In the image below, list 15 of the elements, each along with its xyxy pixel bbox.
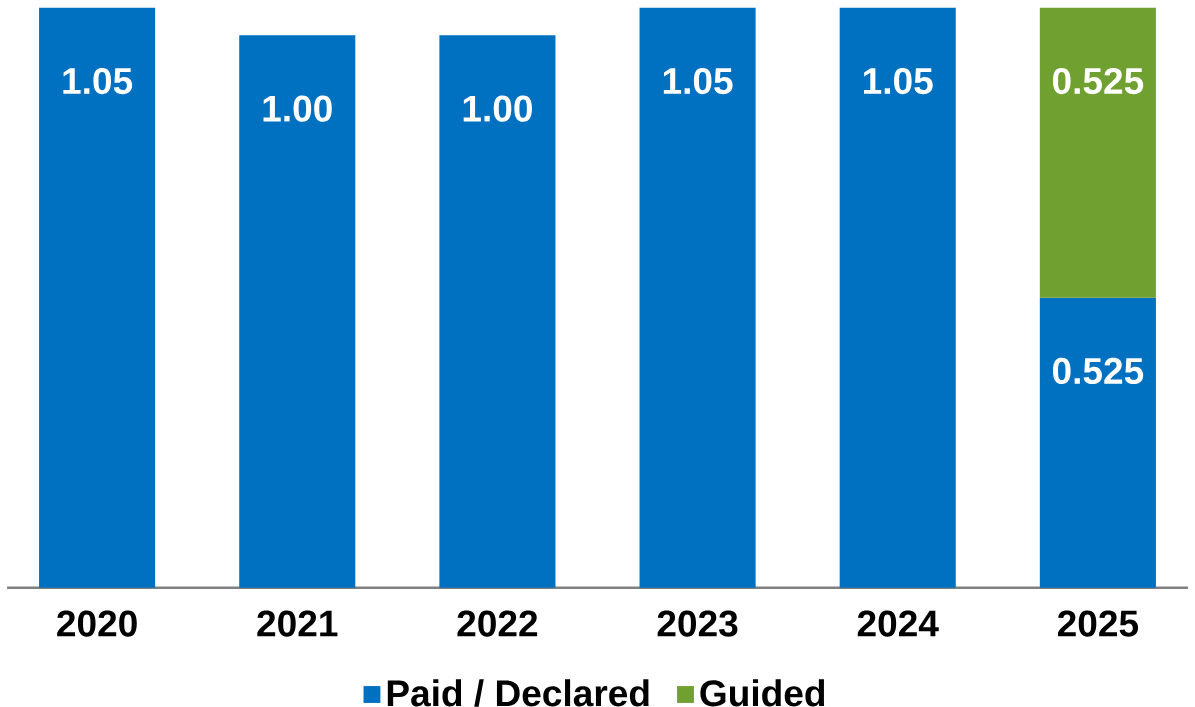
x-tick-label: 2023: [657, 610, 738, 637]
x-tick-label: 2024: [857, 610, 939, 637]
data-label: 0.525: [1052, 67, 1144, 95]
data-label: 1.00: [263, 95, 332, 122]
data-label: 0.525: [1052, 357, 1144, 385]
x-tick-label: 2025: [1057, 610, 1139, 637]
x-tick-label: 2021: [257, 610, 338, 637]
legend-label: Guided: [700, 679, 825, 707]
data-label: 1.05: [663, 67, 733, 95]
x-tick-label: 2022: [457, 610, 538, 637]
x-tick-label: 2020: [57, 610, 137, 637]
data-label: 1.05: [63, 67, 133, 95]
legend-label: Paid / Declared: [387, 679, 649, 707]
data-label: 1.05: [863, 67, 933, 95]
data-label: 1.00: [463, 95, 532, 122]
